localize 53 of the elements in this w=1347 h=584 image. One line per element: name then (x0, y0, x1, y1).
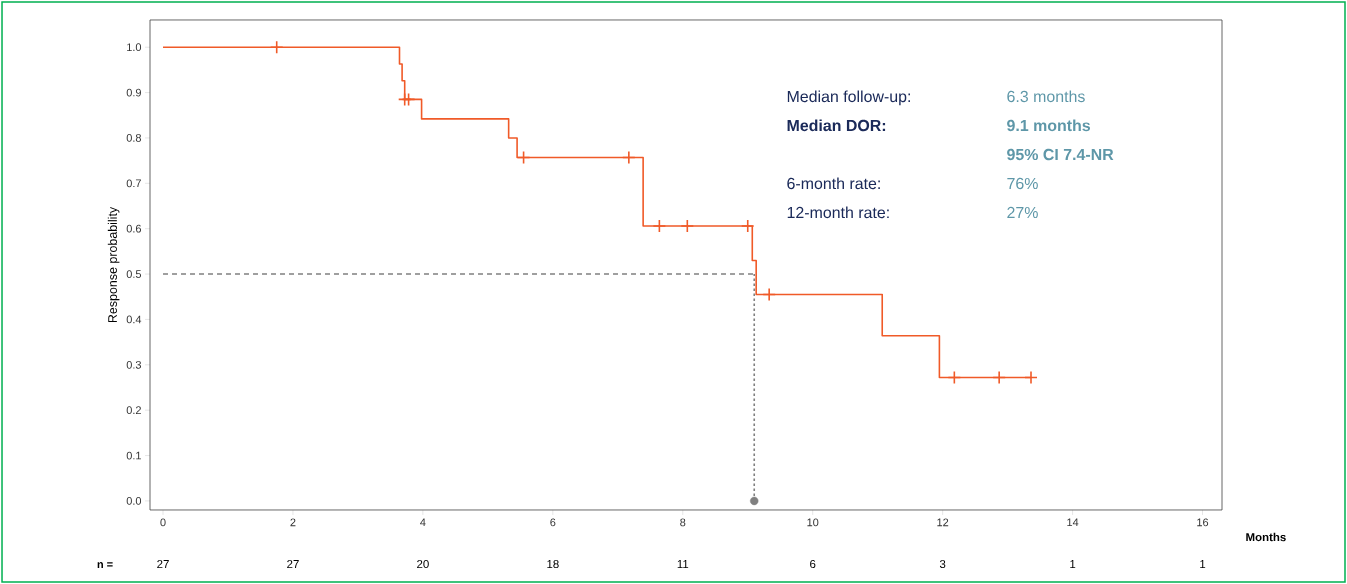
y-tick-label: 1.0 (127, 43, 142, 52)
x-tick-label: 14 (1067, 518, 1079, 527)
point (269, 40, 284, 55)
text: 3 (939, 559, 946, 569)
annotation: 9.1 months (1007, 119, 1091, 132)
point (652, 219, 667, 233)
point (1024, 370, 1038, 385)
y-tick-label: 0.4 (126, 315, 142, 324)
x-tick-label: 0 (160, 518, 166, 527)
y-tick-label: 0.6 (126, 224, 142, 233)
text: 18 (547, 559, 559, 569)
annotation: 95% CI 7.4-NR (1007, 148, 1114, 161)
x-tick-label: 10 (807, 518, 819, 527)
y-tick-label: 0.9 (126, 88, 141, 97)
x-tick-label: 16 (1197, 518, 1209, 527)
point (516, 150, 531, 165)
y-tick-label: 0.7 (126, 179, 141, 188)
annotation: 76% (1007, 177, 1038, 190)
x-tick-label: 8 (680, 518, 686, 527)
annotation: 27% (1007, 206, 1038, 219)
point (680, 219, 695, 233)
x-tick-label: 12 (937, 518, 949, 527)
text: 27 (287, 559, 299, 568)
y-tick-label: 0.2 (126, 406, 141, 415)
point (947, 370, 962, 385)
annotation: 6.3 months (1007, 90, 1085, 103)
y-tick-label: 0.0 (126, 497, 142, 505)
x-tick-label: 4 (420, 518, 426, 527)
y-tick-label: 0.1 (126, 451, 141, 460)
point (622, 150, 636, 165)
y-tick-label: 0.8 (126, 134, 142, 142)
text: 1 (1070, 560, 1076, 568)
y-tick-label: 0.3 (126, 360, 142, 369)
annotation: 12-month rate: (787, 206, 889, 219)
text: 11 (677, 560, 689, 568)
annotation: 6-month rate: (787, 177, 880, 190)
x-tick-label: 2 (290, 518, 296, 527)
text: n = (97, 562, 113, 568)
point (992, 370, 1006, 385)
annotation: Median follow-up: (787, 90, 910, 106)
y-axis-title: Response probability (107, 206, 120, 323)
text: 1 (1200, 560, 1206, 568)
text: 20 (417, 559, 429, 569)
text: 27 (157, 559, 169, 568)
x-tick-label: 6 (550, 518, 556, 527)
point (401, 92, 416, 107)
point (762, 287, 776, 302)
text: 6 (810, 559, 816, 569)
point (740, 219, 755, 233)
y-tick-label: 0.5 (126, 270, 142, 278)
point (750, 496, 759, 506)
x-axis-title: Months (1246, 532, 1286, 542)
annotation: Median DOR: (787, 119, 886, 132)
